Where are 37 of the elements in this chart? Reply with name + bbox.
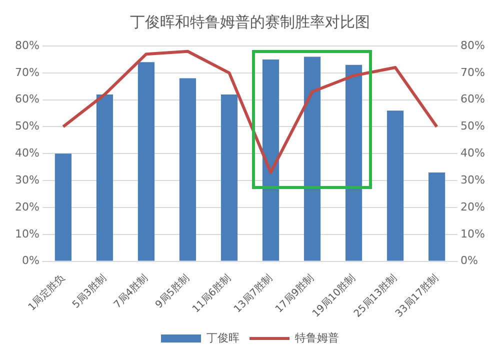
y-tick-label: 60%: [14, 92, 40, 106]
y2-tick-label: 80%: [460, 38, 486, 52]
y2-tick-label: 0%: [460, 254, 478, 268]
bar: [304, 56, 321, 261]
y-tick-label: 10%: [14, 227, 40, 240]
legend-label: 丁俊晖: [206, 331, 240, 344]
bar: [262, 59, 280, 261]
y-tick-label: 0%: [22, 254, 40, 268]
bar: [54, 154, 72, 261]
y-tick-label: 50%: [14, 120, 40, 133]
y-tick-label: 80%: [14, 38, 40, 52]
bar: [179, 78, 196, 261]
x-tick-label: 9局5胜制: [152, 272, 192, 311]
bar: [428, 172, 446, 261]
x-tick-label: 7局4胜制: [111, 272, 150, 311]
y2-tick-label: 20%: [460, 200, 486, 214]
y-tick-label: 70%: [14, 66, 40, 79]
bar: [138, 62, 155, 261]
y2-tick-label: 40%: [460, 146, 486, 160]
y-tick-label: 30%: [14, 173, 40, 186]
y2-tick-label: 10%: [460, 227, 486, 240]
bar: [96, 94, 114, 261]
chart-title: 丁俊晖和特鲁姆普的赛制胜率对比图: [130, 12, 370, 31]
y2-tick-label: 60%: [460, 92, 486, 106]
y-tick-label: 20%: [14, 200, 40, 214]
x-tick-label: 5局3胜制: [70, 272, 109, 311]
y-tick-label: 40%: [14, 146, 40, 160]
x-tick-label: 1局定胜负: [26, 272, 68, 314]
bar: [220, 94, 238, 261]
y2-tick-label: 70%: [460, 66, 486, 79]
legend-label: 特鲁姆普: [295, 331, 339, 344]
y2-tick-label: 30%: [460, 173, 486, 186]
x-tick-label: 11局6胜制: [190, 272, 234, 316]
bar: [345, 64, 362, 261]
x-tick-label: 13局7胜制: [232, 272, 275, 316]
bar: [386, 110, 404, 261]
y2-tick-label: 50%: [460, 120, 486, 133]
